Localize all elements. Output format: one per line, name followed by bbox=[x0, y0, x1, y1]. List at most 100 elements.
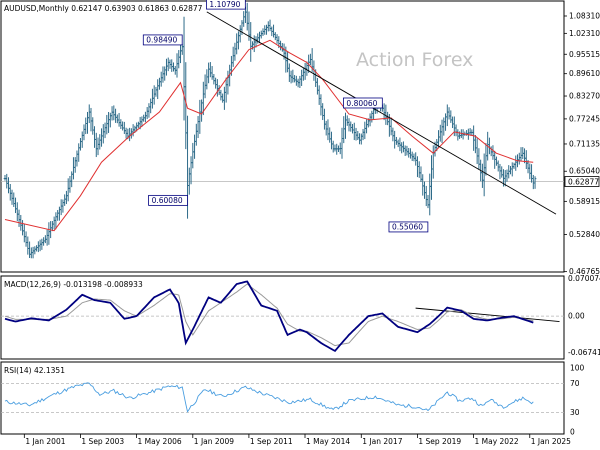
ohlc-bar bbox=[216, 79, 219, 97]
price-panel-header: AUDUSD,Monthly 0.62147 0.63903 0.61863 0… bbox=[4, 4, 203, 13]
date-tick-label: 1 May 2022 bbox=[474, 437, 518, 446]
panel-frames bbox=[0, 0, 565, 435]
ohlc-bar bbox=[14, 197, 17, 214]
ohlc-bar bbox=[514, 155, 518, 171]
ohlc-bar bbox=[496, 160, 500, 172]
ohlc-bar bbox=[3, 175, 7, 181]
ohlc-bar bbox=[242, 11, 246, 27]
ohlc-bar bbox=[263, 25, 267, 35]
ohlc-bar bbox=[40, 238, 44, 250]
callout-0.60080: 0.60080 bbox=[148, 194, 188, 206]
ohlc-bar bbox=[268, 19, 272, 32]
ohlc-bar bbox=[488, 137, 491, 155]
ohlc-bar bbox=[144, 111, 147, 123]
ohlc-bar bbox=[179, 44, 182, 64]
ohlc-bar bbox=[340, 127, 344, 159]
ohlc-bar bbox=[272, 24, 275, 38]
ohlc-bar bbox=[273, 32, 277, 41]
ohlc-bar bbox=[414, 152, 418, 166]
ohlc-bar bbox=[28, 241, 31, 258]
ohlc-bar bbox=[87, 104, 91, 124]
ohlc-bar bbox=[491, 145, 495, 160]
ohlc-bar bbox=[159, 71, 163, 87]
ohlc-bar bbox=[326, 119, 330, 141]
ohlc-bar bbox=[510, 162, 514, 177]
ohlc-bar bbox=[100, 128, 103, 147]
ohlc-bar bbox=[417, 161, 421, 178]
ohlc-bar bbox=[349, 121, 353, 132]
macd-panel-header: MACD(12,26,9) -0.013198 -0.008933 bbox=[4, 280, 143, 289]
rsi-tick-label: 30 bbox=[570, 408, 580, 417]
callout-0.98490: 0.98490 bbox=[142, 34, 183, 46]
ohlc-bar bbox=[72, 157, 75, 180]
ohlc-bar bbox=[293, 75, 296, 83]
ohlc-bar bbox=[317, 85, 321, 105]
ohlc-bar bbox=[345, 115, 349, 126]
ohlc-bar bbox=[195, 123, 198, 146]
ohlc-bar bbox=[31, 246, 35, 259]
date-tick-label: 1 Sep 2011 bbox=[250, 437, 293, 446]
price-tick-label: 1.08310 bbox=[569, 11, 600, 20]
ohlc-bar bbox=[119, 119, 123, 129]
ohlc-bar bbox=[421, 174, 425, 196]
ohlc-bar bbox=[517, 152, 521, 165]
svg-text:0.80060: 0.80060 bbox=[346, 99, 377, 108]
price-tick-label: 0.58915 bbox=[569, 197, 600, 206]
ohlc-bar bbox=[495, 156, 498, 166]
ohlc-bar bbox=[249, 22, 253, 62]
moving-average-series bbox=[4, 39, 534, 232]
price-trendline bbox=[206, 11, 557, 215]
rsi-panel-header: RSI(14) 42.1351 bbox=[4, 366, 65, 375]
ohlc-bar bbox=[361, 128, 365, 141]
panel-headers: AUDUSD,Monthly 0.62147 0.63903 0.61863 0… bbox=[4, 4, 203, 375]
ohlc-bar bbox=[528, 163, 532, 180]
ohlc-bar bbox=[109, 112, 112, 128]
ohlc-bar bbox=[330, 131, 333, 150]
ohlc-bar bbox=[447, 107, 451, 120]
ohlc-bar bbox=[319, 94, 323, 116]
ohlc-bar bbox=[412, 153, 416, 162]
macd-tick-label: -0.067419 bbox=[568, 348, 600, 357]
ohlc-bar bbox=[474, 135, 477, 154]
ohlc-bar bbox=[107, 111, 110, 133]
ohlc-bar bbox=[298, 75, 302, 89]
ohlc-bar bbox=[393, 130, 396, 149]
ohlc-bar bbox=[165, 58, 168, 76]
ohlc-bar bbox=[266, 21, 270, 32]
date-tick-label: 1 May 2006 bbox=[138, 437, 182, 446]
price-tick-label: 0.46765 bbox=[569, 267, 600, 276]
price-tick-label: 0.71135 bbox=[569, 139, 600, 148]
ohlc-bar bbox=[166, 57, 170, 72]
ohlc-bar bbox=[356, 130, 360, 141]
ohlc-bar bbox=[205, 69, 209, 90]
ohlc-bar bbox=[73, 157, 77, 173]
date-tick-label: 1 Sep 2003 bbox=[81, 437, 124, 446]
ohlc-bar bbox=[302, 68, 305, 81]
ohlc-bar bbox=[519, 147, 523, 162]
ohlc-bar bbox=[75, 150, 79, 167]
ohlc-bar bbox=[279, 40, 282, 51]
ohlc-bar bbox=[235, 33, 238, 55]
ohlc-bar bbox=[84, 117, 88, 135]
ohlc-bar bbox=[177, 50, 181, 69]
ohlc-bar bbox=[156, 79, 160, 100]
ohlc-bar bbox=[472, 125, 475, 151]
ohlc-bar bbox=[446, 104, 449, 127]
ohlc-bar bbox=[24, 231, 28, 247]
ohlc-bar bbox=[265, 24, 268, 35]
macd-panel-frame bbox=[0, 275, 565, 360]
price-series bbox=[3, 2, 537, 259]
ohlc-bar bbox=[79, 138, 82, 151]
ohlc-bar bbox=[114, 108, 117, 123]
ohlc-bar bbox=[360, 133, 363, 145]
ohlc-bar bbox=[365, 119, 368, 134]
rsi-tick-label: 100 bbox=[570, 364, 585, 373]
ohlc-bar bbox=[500, 166, 504, 178]
ohlc-bar bbox=[189, 156, 193, 185]
callout-0.80060: 0.80060 bbox=[343, 97, 383, 109]
watermark: Action Forex bbox=[356, 49, 473, 71]
ohlc-bar bbox=[175, 53, 179, 78]
trendlines bbox=[206, 11, 560, 322]
ohlc-bar bbox=[430, 155, 433, 200]
